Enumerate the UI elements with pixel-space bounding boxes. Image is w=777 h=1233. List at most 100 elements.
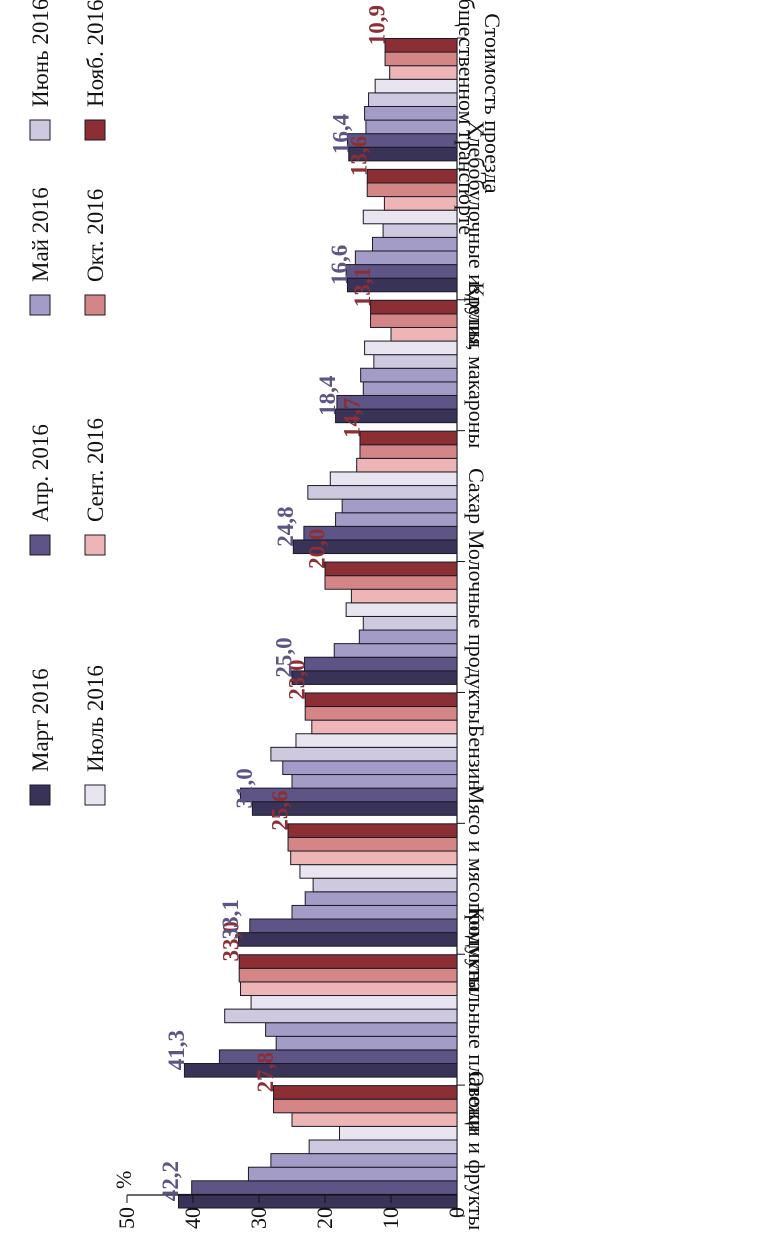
bar [238, 967, 458, 983]
bar [238, 932, 458, 947]
bar [359, 444, 458, 459]
bar [383, 196, 458, 211]
category-label-line: Крупы, макароны [464, 282, 489, 448]
bar [359, 430, 458, 446]
bar [362, 381, 458, 396]
bar [265, 1022, 458, 1037]
data-label-last: 13,1 [350, 267, 375, 307]
data-label-first: 16,4 [328, 113, 353, 154]
category-label-line: Мясо и мясопродукты [464, 785, 489, 993]
category-label-line: Хлебобулочные изделия [464, 121, 489, 348]
bar [384, 37, 458, 53]
bar [366, 168, 458, 184]
bar [270, 746, 458, 762]
bar [291, 1112, 458, 1127]
bar [339, 1125, 458, 1141]
bar [382, 223, 458, 238]
data-label-first: 41,3 [164, 1030, 189, 1070]
bar [299, 864, 458, 879]
data-label-first: 16,6 [327, 245, 352, 285]
data-label-first: 25,0 [272, 637, 297, 677]
value-tick-label: 40 [180, 1207, 205, 1229]
bar [362, 615, 458, 631]
bar [324, 575, 458, 590]
category-label-line: Молочные продукты [464, 530, 489, 724]
legend-swatch [29, 119, 51, 141]
category-label-line: в общественном транспорте [454, 0, 479, 235]
category-label: Стоимость проездав общественном транспор… [454, 0, 505, 235]
category-label: Сахар [464, 468, 489, 524]
bar [287, 823, 458, 838]
data-label-last: 14,7 [339, 398, 364, 438]
bar [389, 65, 458, 80]
bar [365, 119, 458, 135]
bar [291, 904, 458, 920]
bar [370, 299, 458, 315]
bar [368, 92, 458, 107]
category-label: Бензин [464, 725, 489, 792]
bar [304, 706, 458, 721]
bar [362, 209, 458, 225]
value-tick-label: 20 [312, 1207, 337, 1229]
value-tick-label: 10 [378, 1207, 403, 1229]
bar [366, 182, 458, 198]
bar [273, 1085, 458, 1100]
data-label-last: 10,9 [365, 5, 390, 45]
category-label: Мясо и мясопродукты [464, 785, 489, 993]
bar [238, 954, 458, 969]
legend-label: Нояб. 2016 [83, 0, 108, 107]
bar [373, 354, 458, 369]
legend-label: Март 2016 [28, 668, 53, 772]
legend-swatch [84, 784, 106, 806]
bar [354, 250, 458, 266]
data-label-last: 27,8 [253, 1052, 278, 1092]
legend-swatch [84, 294, 106, 316]
legend-label: Сент. 2016 [83, 418, 108, 522]
bar [247, 1166, 458, 1182]
bar [191, 1180, 458, 1195]
legend-label: Апр. 2016 [28, 424, 53, 522]
data-label-first: 42,2 [158, 1161, 183, 1201]
category-label-line: Стоимость проезда [480, 13, 505, 193]
bar [311, 719, 458, 735]
bar [358, 629, 458, 645]
category-label: Молочные продукты [464, 530, 489, 724]
bar [291, 774, 458, 789]
bar [282, 760, 458, 776]
bar [333, 643, 458, 658]
bar [224, 1008, 458, 1024]
bar [360, 367, 458, 383]
bar [240, 981, 458, 997]
legend-label: Июнь 2016 [28, 0, 53, 107]
bar [304, 692, 458, 708]
data-label-first: 24,8 [273, 507, 298, 547]
bar [350, 588, 458, 604]
bars-layer [177, 37, 458, 1209]
data-label-first: 33,1 [218, 899, 243, 939]
data-label-first: 31,0 [232, 768, 257, 808]
legend-label: Окт. 2016 [83, 189, 108, 282]
legend-swatch [29, 534, 51, 556]
bar [390, 326, 458, 342]
legend-swatch [84, 119, 106, 141]
value-axis-unit: % [111, 1171, 136, 1189]
data-label-last: 13,6 [347, 136, 372, 176]
category-label-line: Бензин [464, 725, 489, 792]
bar [273, 1098, 458, 1114]
category-label-line: Овощи и фрукты [464, 1071, 489, 1231]
bar [177, 1193, 458, 1209]
legend-label: Май 2016 [28, 187, 53, 282]
bar [329, 471, 458, 487]
bar [270, 1153, 458, 1168]
bar [250, 995, 458, 1010]
category-label: Овощи и фрукты [464, 1071, 489, 1231]
legend-layer: Март 2016 Апр. 2016 Май 2016 Июнь 2016 Июль … [28, 0, 108, 806]
bar [356, 457, 458, 473]
bar [249, 918, 458, 934]
category-label-line: Сахар [464, 468, 489, 524]
value-tick-label: 0 [444, 1207, 469, 1218]
bar [287, 836, 458, 852]
legend-swatch [29, 784, 51, 806]
bar [345, 602, 458, 617]
